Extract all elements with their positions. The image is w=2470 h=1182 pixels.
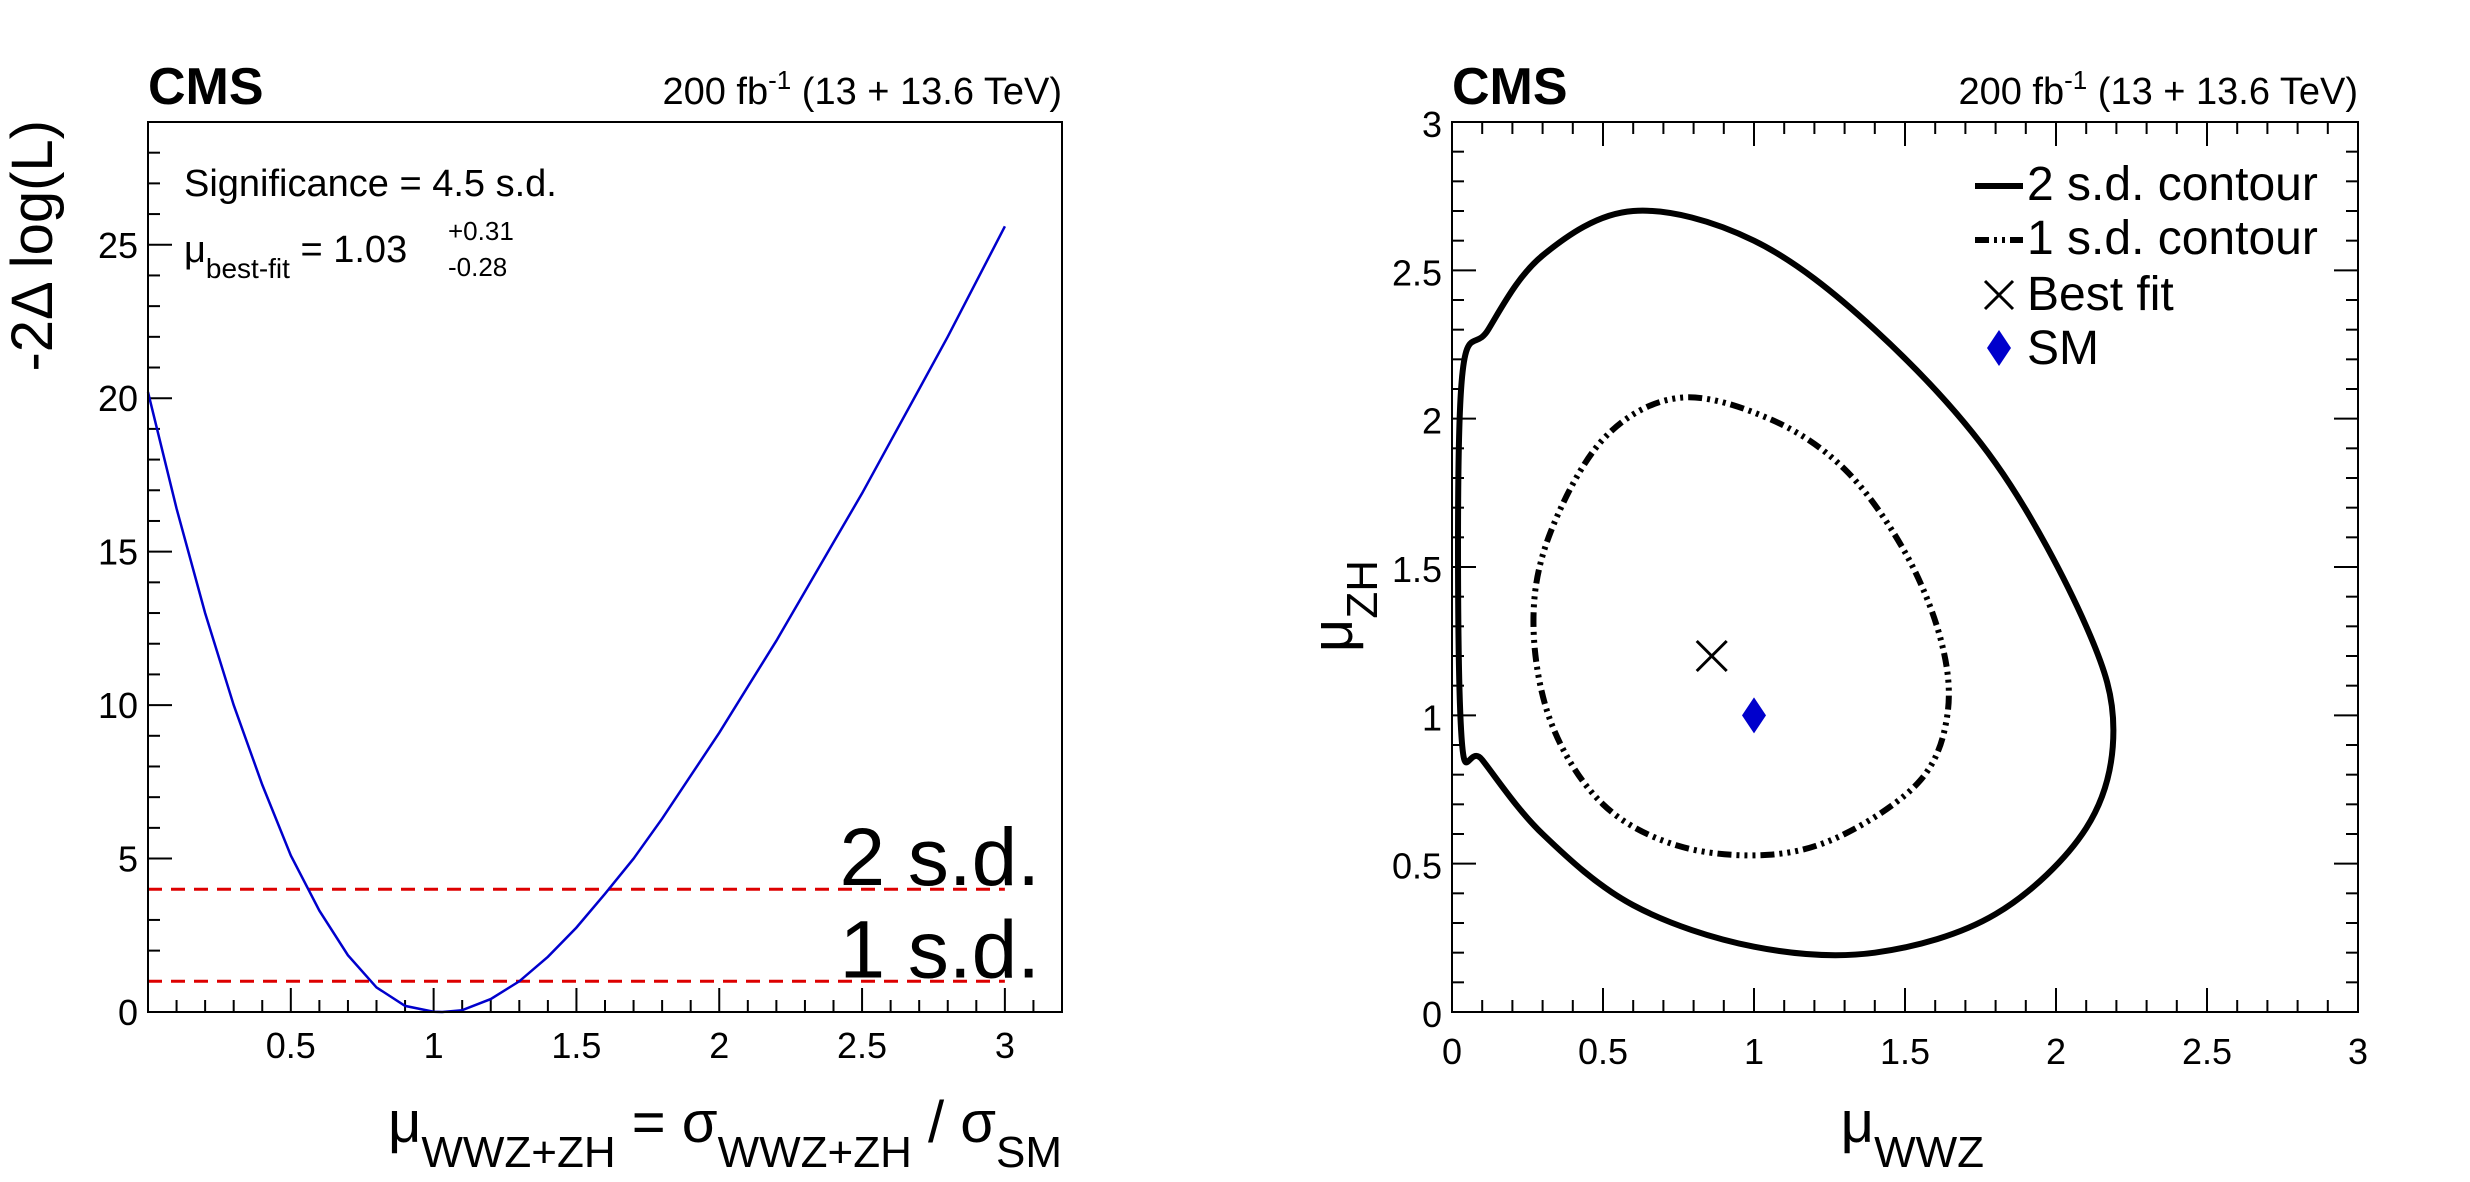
left-cms-label: CMS	[148, 58, 264, 116]
left-x-tick-label: 0.5	[266, 1025, 316, 1066]
right-cms-label: CMS	[1452, 58, 1568, 116]
left-y-tick-label: 5	[118, 839, 138, 880]
legend-2sd-label: 2 s.d. contour	[2027, 158, 2318, 211]
right-x-tick-label: 3	[2348, 1031, 2368, 1072]
contour-2sd	[1455, 207, 2117, 959]
left-series	[146, 225, 1007, 1014]
left-panel: CMS 200 fb-1 (13 + 13.6 TeV) -2Δ log(L) …	[0, 58, 1063, 1177]
right-lumi-label: 200 fb-1 (13 + 13.6 TeV)	[1958, 65, 2358, 113]
best-fit-annotation: μbest-fit = 1.03	[184, 229, 407, 284]
right-x-tick-label: 2.5	[2182, 1031, 2232, 1072]
right-x-tick-label: 0.5	[1578, 1031, 1628, 1072]
right-y-axis-label: μZH	[1300, 560, 1387, 652]
left-x-tick-label: 3	[995, 1025, 1015, 1066]
right-y-tick-label: 1.5	[1392, 549, 1442, 590]
left-y-tick-label: 0	[118, 992, 138, 1033]
significance-annotation: Significance = 4.5 s.d.	[184, 163, 557, 205]
left-y-axis-label: -2Δ log(L)	[0, 120, 65, 372]
left-x-tick-label: 2.5	[837, 1025, 887, 1066]
threshold-label: 2 s.d.	[839, 812, 1040, 903]
best-fit-error-up: +0.31	[448, 216, 514, 246]
left-plot-frame	[147, 121, 1063, 1013]
left-lumi-label: 200 fb-1 (13 + 13.6 TeV)	[662, 65, 1062, 113]
left-ticks: 0.5 1 1.5 2 2.5 3 0 5 10 15 20 25	[98, 151, 1035, 1066]
right-x-tick-label: 2	[2046, 1031, 2066, 1072]
contour-1sd	[1530, 394, 1952, 859]
left-x-tick-label: 1	[424, 1025, 444, 1066]
right-x-tick-label: 0	[1442, 1031, 1462, 1072]
right-y-tick-label: 2.5	[1392, 252, 1442, 293]
right-markers	[1695, 639, 1766, 734]
left-y-tick-label: 15	[98, 532, 138, 573]
legend-best-fit-marker	[1983, 279, 2015, 311]
right-y-tick-label: 0	[1422, 994, 1442, 1035]
left-y-tick-label: 25	[98, 225, 138, 266]
right-y-tick-label: 2	[1422, 401, 1442, 442]
sm-marker	[1742, 697, 1766, 734]
legend-sm-label: SM	[2027, 322, 2099, 375]
left-y-tick-label: 20	[98, 378, 138, 419]
threshold-label: 1 s.d.	[839, 904, 1040, 995]
likelihood-curve	[146, 225, 1007, 1014]
left-x-axis-label: μWWZ+ZH = σWWZ+ZH / σSM	[388, 1090, 1062, 1177]
best-fit-marker	[1695, 639, 1728, 673]
legend-best-fit-label: Best fit	[2027, 268, 2174, 321]
right-plot-frame	[1451, 121, 2359, 1013]
right-ticks: 0 0.5 1 1.5 2 2.5 3 0 0.5 1 1.5 2 2.5 3	[1392, 104, 2368, 1072]
right-x-tick-label: 1	[1744, 1031, 1764, 1072]
right-y-tick-label: 3	[1422, 104, 1442, 145]
left-x-tick-label: 1.5	[551, 1025, 601, 1066]
right-x-tick-label: 1.5	[1880, 1031, 1930, 1072]
right-x-axis-label: μWWZ	[1841, 1090, 1984, 1177]
right-y-tick-label: 1	[1422, 697, 1442, 738]
right-contours	[1455, 207, 2117, 959]
left-thresholds: 2 s.d.1 s.d.	[148, 812, 1040, 995]
legend-1sd-label: 1 s.d. contour	[2027, 212, 2318, 265]
right-y-tick-label: 0.5	[1392, 846, 1442, 887]
left-x-tick-label: 2	[709, 1025, 729, 1066]
legend-sm-marker	[1987, 330, 2011, 366]
best-fit-error-down: -0.28	[448, 252, 507, 282]
left-y-tick-label: 10	[98, 685, 138, 726]
